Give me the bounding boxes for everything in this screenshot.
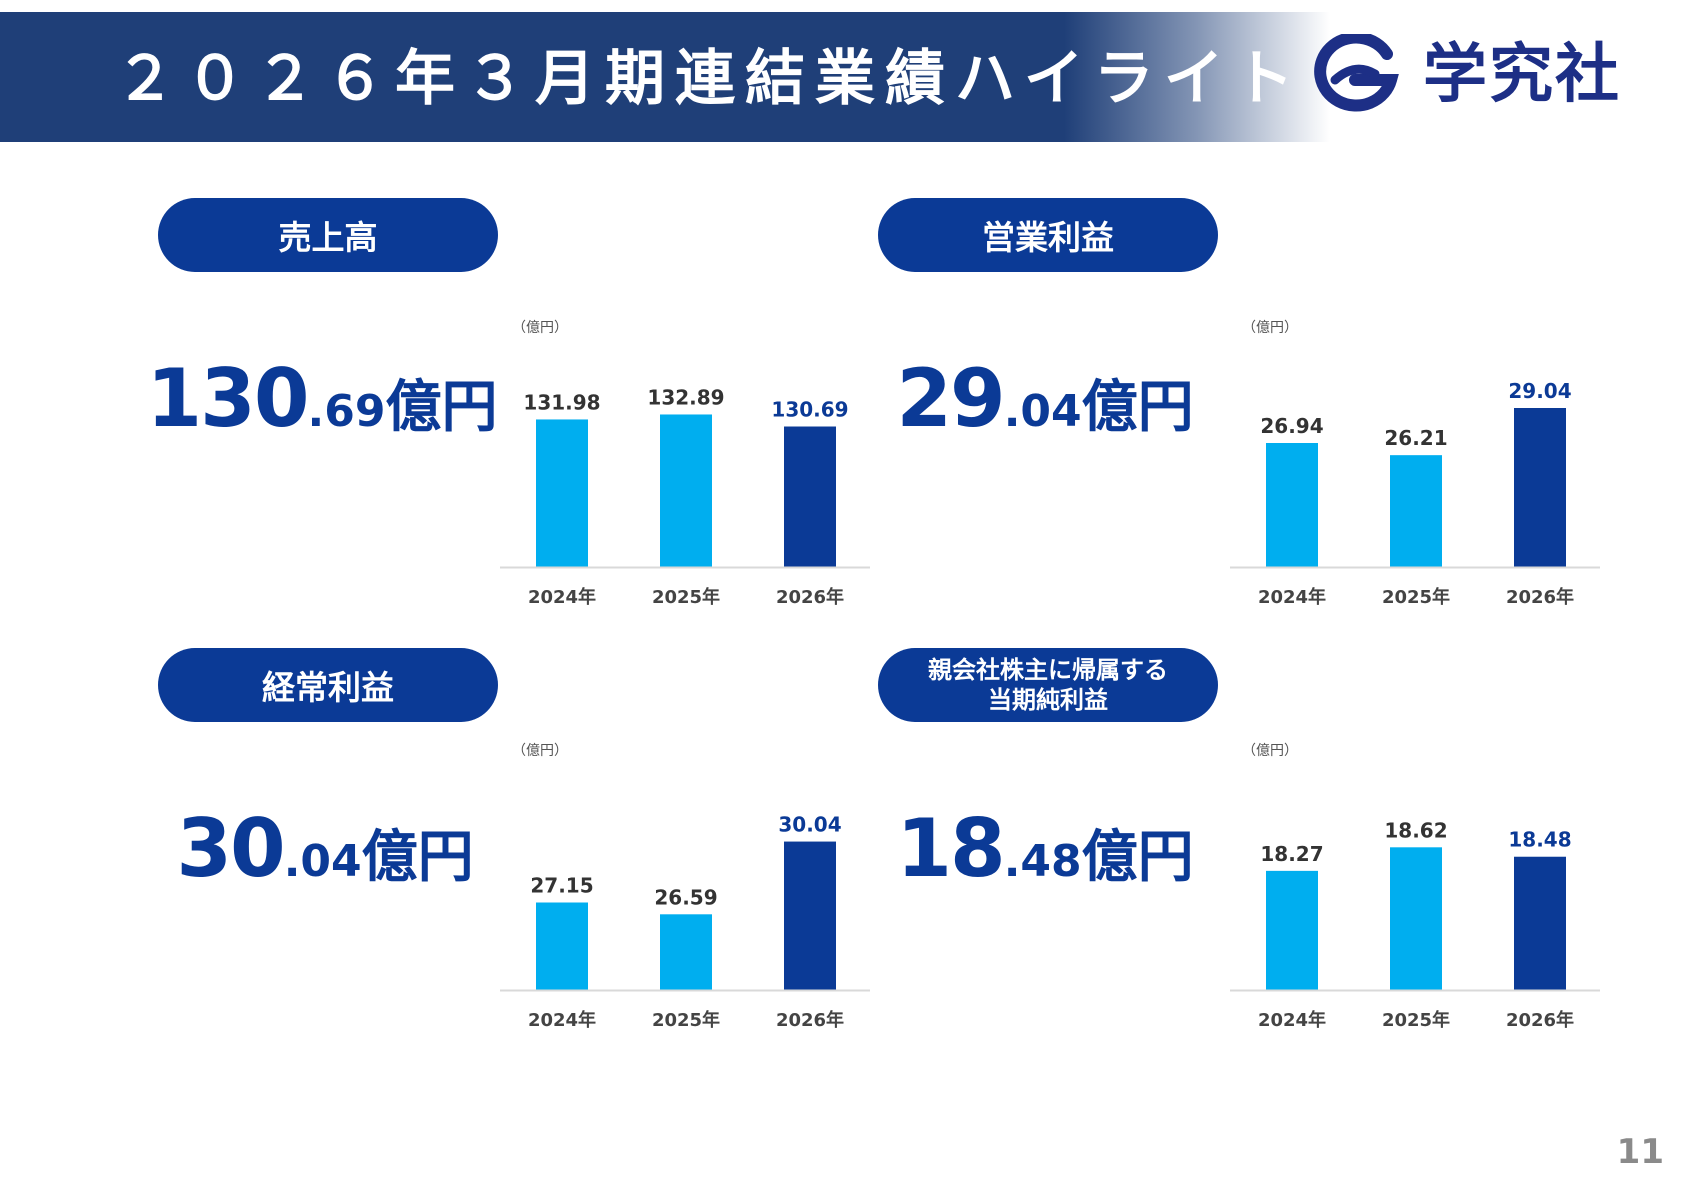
page-title: ２０２６年３月期連結業績ハイライト (115, 44, 1304, 114)
bar (660, 914, 712, 990)
operating-kpi-unit: 億円 (1081, 375, 1194, 440)
net-kpi: 18.48億円 (865, 802, 1225, 895)
ordinary-heading-label: 経常利益 (262, 668, 394, 707)
data-label: 26.21 (1384, 426, 1447, 450)
bar (660, 414, 712, 567)
ordinary-kpi-dot: . (283, 836, 301, 887)
bar (1390, 847, 1442, 990)
net-heading-line2: 当期純利益 (988, 686, 1108, 714)
sales-bar-chart: （億円） 131.98 2024年 132.89 2025年 130.69 2026年 (500, 320, 870, 608)
sales-heading-label: 売上高 (278, 218, 378, 257)
data-label: 27.15 (530, 874, 593, 898)
operating-bar-chart: （億円） 26.94 2024年 26.21 2025年 29.04 2026年 (1230, 320, 1600, 608)
ordinary-kpi-decimal: 04 (300, 836, 362, 887)
operating-heading: 営業利益 (878, 198, 1218, 272)
header-band (0, 12, 1330, 142)
data-label: 130.69 (771, 398, 848, 422)
bar (1266, 870, 1318, 990)
data-label: 18.27 (1260, 842, 1323, 866)
operating-kpi: 29.04億円 (865, 352, 1225, 445)
operating-heading-label: 営業利益 (982, 218, 1114, 257)
x-tick-label: 2025年 (652, 586, 720, 608)
bar (1514, 408, 1566, 567)
net-kpi-dot: . (1003, 836, 1021, 887)
x-tick-label: 2024年 (1258, 1009, 1326, 1031)
net-kpi-decimal: 48 (1020, 836, 1082, 887)
ordinary-kpi-integer: 30 (176, 802, 285, 895)
operating-kpi-integer: 29 (896, 352, 1005, 445)
data-label: 132.89 (647, 385, 724, 409)
x-tick-label: 2026年 (1506, 1009, 1574, 1031)
net-kpi-integer: 18 (896, 802, 1005, 895)
bar (536, 902, 588, 990)
sales-kpi-unit: 億円 (385, 375, 498, 440)
bar (784, 841, 836, 990)
page-number: 11 (1616, 1132, 1664, 1172)
ordinary-heading: 経常利益 (158, 648, 498, 722)
x-tick-label: 2026年 (776, 1009, 844, 1031)
operating-kpi-dot: . (1003, 386, 1021, 437)
bar (784, 426, 836, 567)
sales-kpi-integer: 130 (146, 352, 310, 445)
data-label: 18.62 (1384, 818, 1447, 842)
bar (1266, 443, 1318, 567)
chart-unit-label: （億円） (512, 320, 568, 336)
sales-heading: 売上高 (158, 198, 498, 272)
net-heading: 親会社株主に帰属する 当期純利益 (878, 648, 1218, 722)
net-bar-chart: （億円） 18.27 2024年 18.62 2025年 18.48 2026年 (1230, 743, 1600, 1031)
bar (536, 419, 588, 567)
chart-unit-label: （億円） (1242, 320, 1298, 336)
data-label: 30.04 (778, 813, 841, 837)
data-label: 29.04 (1508, 379, 1571, 403)
chart-unit-label: （億円） (512, 743, 568, 759)
x-tick-label: 2024年 (528, 1009, 596, 1031)
x-tick-label: 2026年 (776, 586, 844, 608)
bar (1514, 856, 1566, 990)
data-label: 18.48 (1508, 828, 1571, 852)
company-name: 学究社 (1423, 38, 1621, 112)
sales-kpi-dot: . (307, 386, 325, 437)
ordinary-kpi: 30.04億円 (145, 802, 505, 895)
g-swirl-logo-icon (1314, 34, 1399, 112)
x-tick-label: 2026年 (1506, 586, 1574, 608)
ordinary-kpi-unit: 億円 (361, 825, 474, 890)
data-label: 26.94 (1260, 414, 1323, 438)
net-kpi-unit: 億円 (1081, 825, 1194, 890)
x-tick-label: 2024年 (1258, 586, 1326, 608)
chart-unit-label: （億円） (1242, 743, 1298, 759)
ordinary-bar-chart: （億円） 27.15 2024年 26.59 2025年 30.04 2026年 (500, 743, 870, 1031)
x-tick-label: 2024年 (528, 586, 596, 608)
x-tick-label: 2025年 (1382, 1009, 1450, 1031)
data-label: 26.59 (654, 885, 717, 909)
sales-kpi: 130.69億円 (142, 352, 502, 445)
x-tick-label: 2025年 (1382, 586, 1450, 608)
net-heading-line1: 親会社株主に帰属する (928, 656, 1168, 684)
x-tick-label: 2025年 (652, 1009, 720, 1031)
sales-kpi-decimal: 69 (324, 386, 386, 437)
operating-kpi-decimal: 04 (1020, 386, 1082, 437)
bar (1390, 455, 1442, 567)
data-label: 131.98 (523, 390, 600, 414)
